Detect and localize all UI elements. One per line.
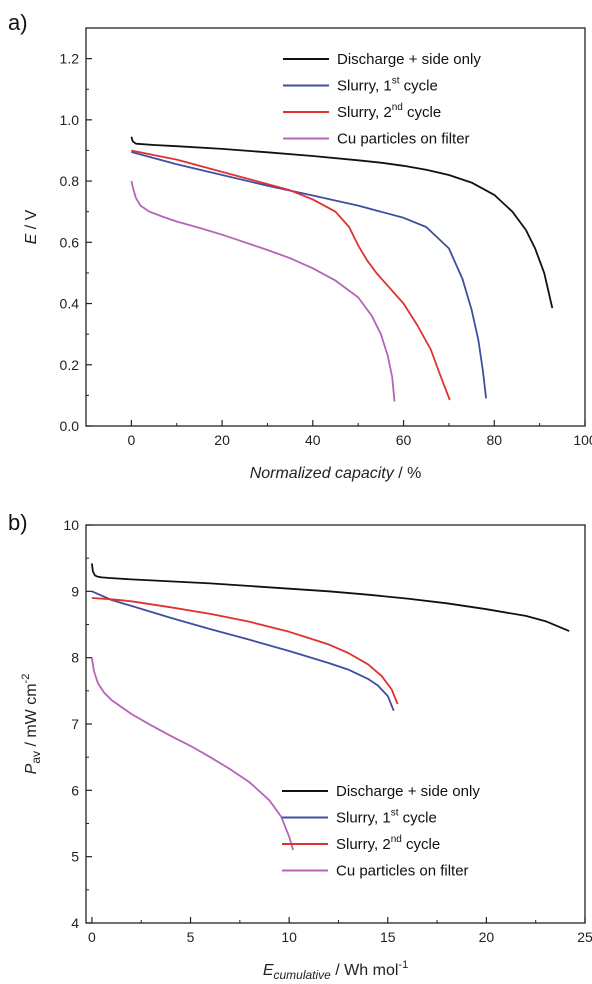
legend-label-3: Slurry, 2nd cycle (337, 102, 441, 121)
plot-frame (85, 27, 586, 427)
x-tick-label: 10 (281, 929, 297, 945)
legend-label-2: Slurry, 1st cycle (336, 808, 437, 827)
panel-label: a) (8, 10, 28, 35)
x-tick-label: 20 (479, 929, 495, 945)
chart-panel-a: a) 0 20 40 60 80 100 0.0 0.2 0.4 0.6 0.8 1.0 1.2 Norma… (8, 10, 592, 482)
x-tick-label: 20 (214, 432, 230, 448)
legend-label-3: Slurry, 2nd cycle (336, 834, 440, 853)
x-tick-label: 40 (305, 432, 321, 448)
y-tick-label: 6 (71, 782, 79, 798)
x-tick-label: 80 (486, 432, 502, 448)
series-line-1 (130, 136, 554, 309)
y-axis-title: E / V (23, 209, 40, 244)
y-tick-label: 0.8 (60, 173, 80, 189)
legend-label-1: Discharge + side only (337, 51, 481, 68)
y-tick-label: 0.0 (60, 418, 80, 434)
legend-label-1: Discharge + side only (336, 783, 480, 800)
x-tick-label: 0 (127, 432, 135, 448)
legend-label-4: Cu particles on filter (336, 863, 469, 880)
y-tick-label: 0.2 (60, 357, 80, 373)
y-tick-label: 5 (71, 849, 79, 865)
x-axis-title: Ecumulative / Wh mol-1 (263, 959, 408, 982)
series-line-4 (130, 180, 396, 402)
series-line-3 (131, 149, 451, 401)
x-tick-label: 5 (187, 929, 195, 945)
y-axis-title: Pav / mW cm-2 (20, 674, 43, 775)
series-line-2 (131, 151, 487, 399)
x-axis-title: Normalized capacity / % (250, 465, 422, 482)
x-tick-label: 15 (380, 929, 396, 945)
panel-label: b) (8, 510, 28, 535)
x-tick-label: 0 (88, 929, 96, 945)
series-line-1 (91, 563, 570, 632)
y-tick-label: 1.0 (60, 112, 80, 128)
y-tick-label: 10 (63, 517, 79, 533)
legend-label-2: Slurry, 1st cycle (337, 76, 438, 95)
y-tick-label: 4 (71, 915, 79, 931)
series-line-3 (91, 597, 399, 705)
chart-panel-b: b) 0 5 10 15 20 25 4 5 6 7 8 9 10 Ecumulative / Wh mol… (8, 510, 592, 982)
series-line-2 (91, 590, 395, 712)
series-line-4 (91, 657, 294, 851)
legend-label-4: Cu particles on filter (337, 131, 470, 148)
y-tick-label: 0.4 (60, 296, 80, 312)
y-tick-label: 8 (71, 650, 79, 666)
x-tick-label: 60 (396, 432, 412, 448)
y-tick-label: 1.2 (60, 51, 80, 67)
x-tick-label: 100 (573, 432, 592, 448)
y-tick-label: 9 (71, 583, 79, 599)
y-tick-label: 7 (71, 716, 79, 732)
x-tick-label: 25 (577, 929, 592, 945)
y-tick-label: 0.6 (60, 234, 80, 250)
